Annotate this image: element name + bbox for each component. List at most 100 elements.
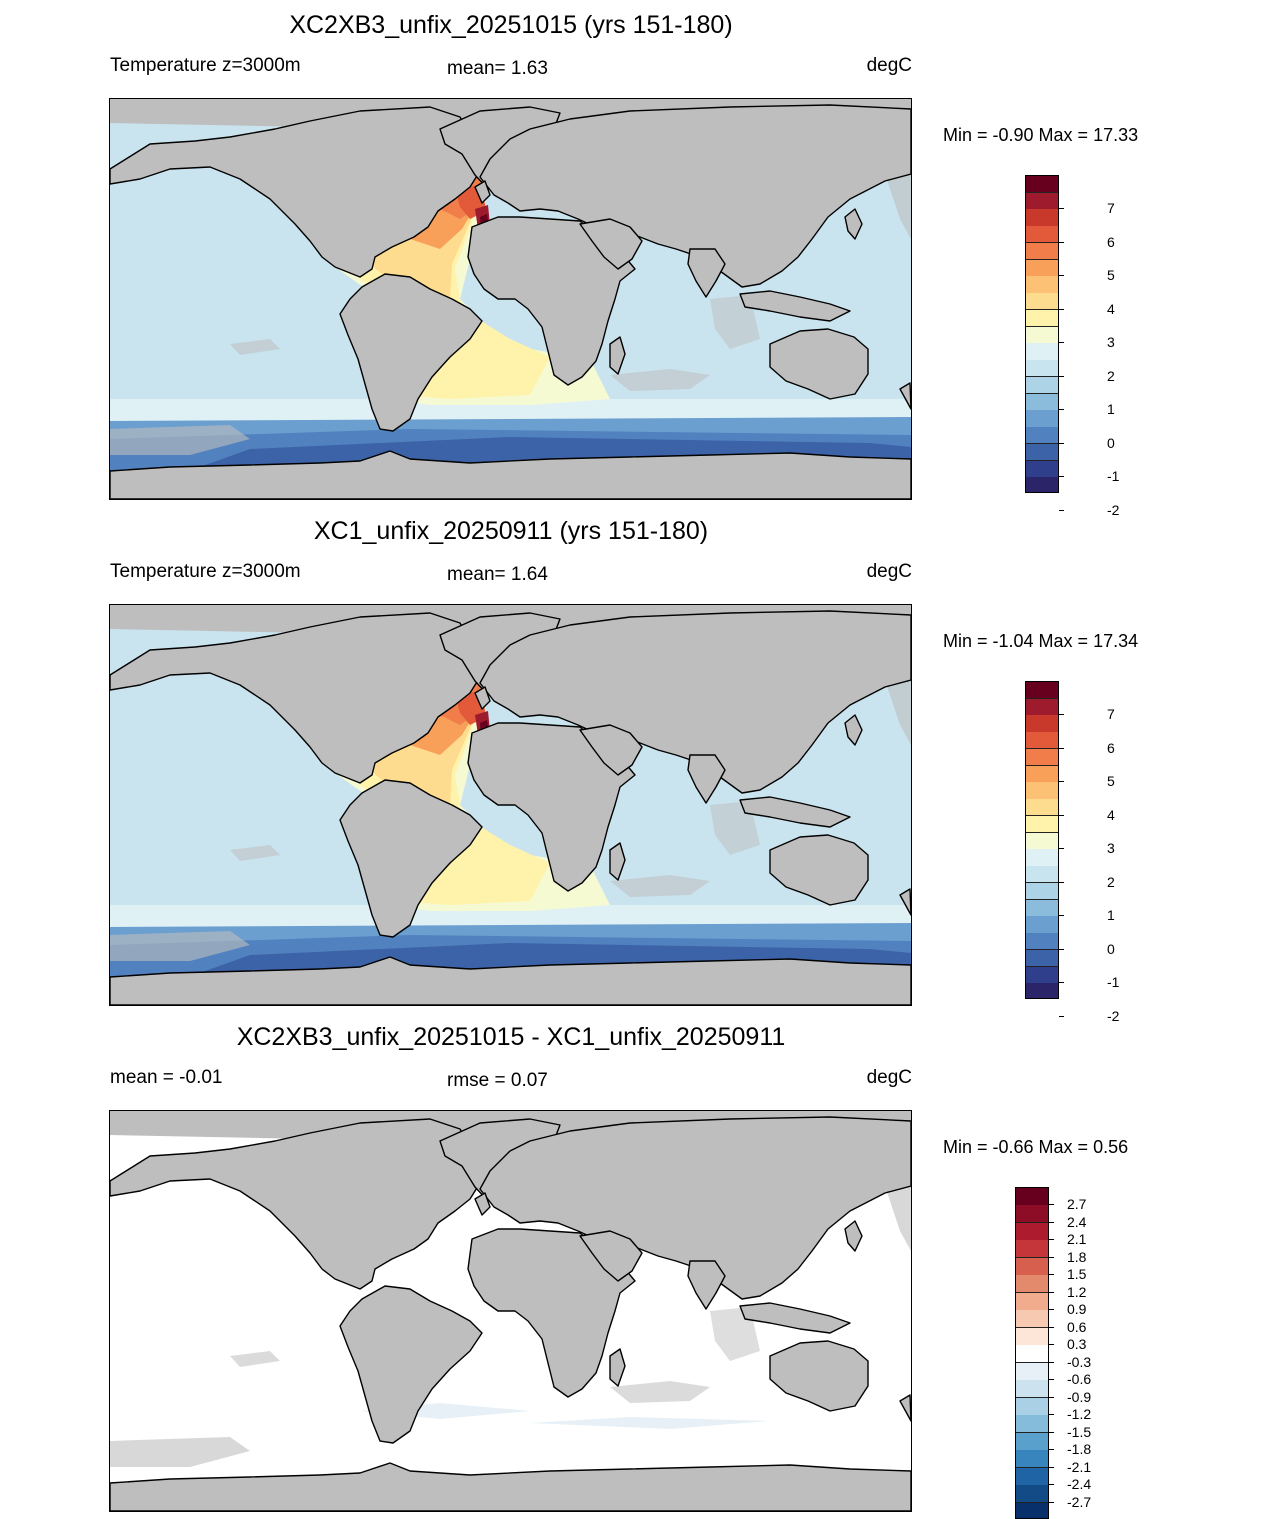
colorbar-segment [1026, 949, 1058, 968]
colorbar-segment [1016, 1450, 1048, 1469]
colorbar-segment [1026, 259, 1058, 277]
colorbar-tick [1059, 308, 1064, 310]
land-australia [769, 328, 869, 400]
colorbar-segment [1026, 192, 1058, 210]
colorbar-label: 6 [1107, 233, 1115, 250]
colorbar-label: -1 [1107, 468, 1120, 485]
colorbar-label: 5 [1107, 267, 1115, 284]
colorbar-label: 0.9 [1067, 1301, 1087, 1318]
colorbar-tick [1059, 881, 1064, 883]
colorbar-tick [1049, 1466, 1054, 1468]
colorbar-segment [1016, 1292, 1048, 1311]
colorbar-segment [1026, 748, 1058, 767]
colorbar-label: 7 [1107, 706, 1115, 723]
colorbar-segment [1016, 1188, 1048, 1206]
mean-label: mean= 1.64 [447, 564, 548, 585]
colorbar-segment [1026, 360, 1058, 378]
colorbar-segment [1026, 276, 1058, 294]
world-map [109, 604, 912, 1006]
colorbar-tick [1059, 814, 1064, 816]
colorbar-tick [1059, 982, 1064, 984]
panel-2: XC1_unfix_20250911 (yrs 151-180) Tempera… [0, 506, 1285, 1023]
colorbar-tick [1059, 948, 1064, 950]
mean-label: mean= 1.63 [447, 58, 548, 79]
land-arabia [579, 218, 643, 270]
colorbar-label: 0.6 [1067, 1318, 1087, 1335]
colorbar-tick [1059, 375, 1064, 377]
colorbar-label: -1.2 [1067, 1406, 1092, 1423]
colorbar-segment [1026, 343, 1058, 361]
colorbar-segment [1016, 1205, 1048, 1224]
land-eurasia [479, 610, 911, 794]
colorbar-segment [1016, 1380, 1048, 1399]
colorbar-segment [1016, 1415, 1048, 1434]
colorbar-label: 0.3 [1067, 1336, 1087, 1353]
colorbar-tick [1049, 1431, 1054, 1433]
colorbar-segment [1026, 226, 1058, 244]
colorbar-tick [1049, 1221, 1054, 1223]
colorbar-label: 6 [1107, 739, 1115, 756]
colorbar-label: 4 [1107, 806, 1115, 823]
colorbar-tick [1059, 915, 1064, 917]
colorbar-segment [1026, 782, 1058, 800]
mean-label: mean = -0.01 [110, 1067, 223, 1088]
land-samerica [339, 273, 483, 432]
colorbar-label: 5 [1107, 773, 1115, 790]
colorbar-label: 1.2 [1067, 1283, 1087, 1300]
colorbar-tick [1049, 1291, 1054, 1293]
colorbar-segment [1026, 309, 1058, 328]
land-indonesia [739, 796, 851, 828]
colorbar-label: 2.7 [1067, 1196, 1087, 1213]
colorbar-tick [1059, 781, 1064, 783]
colorbar-label: -0.9 [1067, 1388, 1092, 1405]
colorbar-segment [1026, 682, 1058, 700]
colorbar-segment [1016, 1275, 1048, 1294]
colorbar-segment [1026, 849, 1058, 867]
land-nz [899, 888, 911, 916]
colorbar-segment [1026, 293, 1058, 311]
colorbar-tick [1059, 275, 1064, 277]
land-madagascar [609, 842, 626, 881]
colorbar-segment [1026, 765, 1058, 783]
land-nz [899, 382, 911, 410]
colorbar-tick [1049, 1501, 1054, 1503]
colorbar-segment [1016, 1432, 1048, 1451]
colorbar-segment [1016, 1502, 1048, 1518]
panel-title: XC2XB3_unfix_20251015 (yrs 151-180) [289, 11, 733, 39]
colorbar-tick [1049, 1414, 1054, 1416]
panel-title: XC2XB3_unfix_20251015 - XC1_unfix_202509… [236, 1023, 786, 1051]
colorbar-label: -1.8 [1067, 1441, 1092, 1458]
land-uk [474, 180, 491, 204]
colorbar-tick [1059, 241, 1064, 243]
colorbar-label: 1.8 [1067, 1248, 1087, 1265]
world-map [109, 1110, 912, 1512]
colorbar-tick [1049, 1239, 1054, 1241]
colorbar-tick [1049, 1396, 1054, 1398]
colorbar-label: -0.6 [1067, 1371, 1092, 1388]
colorbar-segment [1016, 1397, 1048, 1416]
land-antarctica [110, 956, 911, 1005]
colorbar-tick [1049, 1484, 1054, 1486]
land-madagascar [609, 336, 626, 375]
land-australia [769, 834, 869, 906]
colorbar-segment [1026, 460, 1058, 478]
land-arabia [579, 724, 643, 776]
colorbar-segment [1016, 1467, 1048, 1486]
colorbar-tick [1059, 342, 1064, 344]
colorbar-segment [1026, 799, 1058, 817]
colorbar-segment [1026, 916, 1058, 934]
land-eurasia [479, 104, 911, 288]
land-madagascar [609, 1348, 626, 1387]
colorbar-tick [1059, 714, 1064, 716]
colorbar-label: -2 [1107, 1007, 1120, 1024]
colorbar-tick [1049, 1361, 1054, 1363]
land-samerica [339, 779, 483, 938]
colorbar-segment [1026, 882, 1058, 901]
colorbar-segment [1016, 1345, 1048, 1364]
colorbar-segment [1026, 966, 1058, 984]
land-indonesia [739, 1302, 851, 1334]
colorbar-label: -2 [1107, 501, 1120, 518]
colorbar-segment [1016, 1240, 1048, 1259]
land-uk [474, 1192, 491, 1216]
colorbar-segment [1026, 477, 1058, 492]
